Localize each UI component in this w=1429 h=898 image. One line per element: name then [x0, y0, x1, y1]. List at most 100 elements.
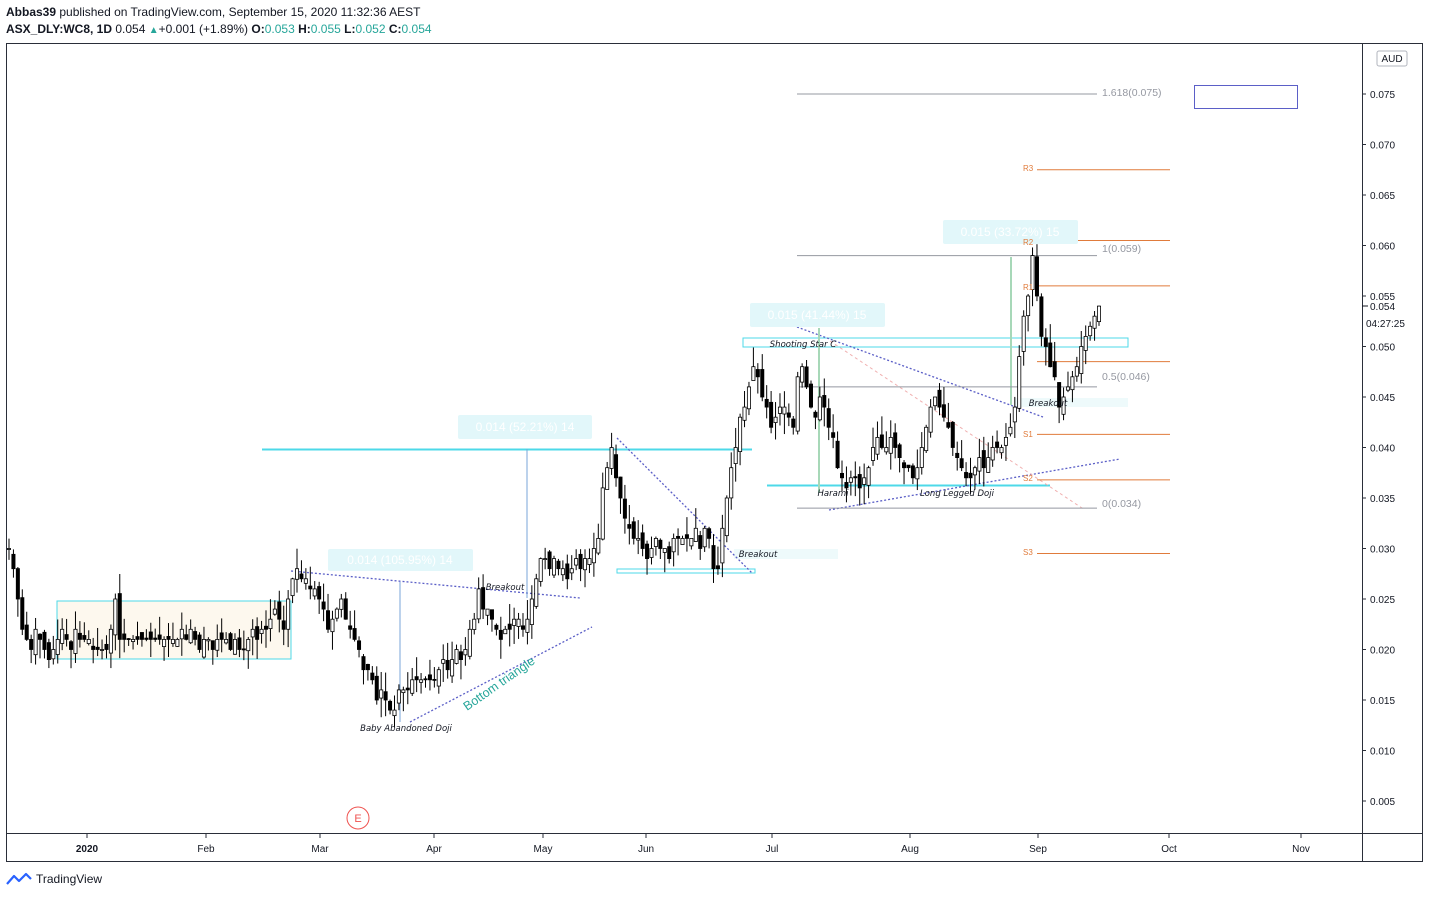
- candle-body[interactable]: [800, 366, 805, 383]
- candle-body[interactable]: [795, 376, 800, 432]
- annotation-bottom-triangle[interactable]: Bottom triangle: [461, 654, 538, 714]
- candle-body[interactable]: [374, 675, 379, 701]
- candle-body[interactable]: [844, 482, 849, 489]
- candle-body[interactable]: [95, 646, 100, 650]
- candle-body[interactable]: [556, 560, 561, 570]
- candle-body[interactable]: [458, 651, 463, 661]
- candle-body[interactable]: [946, 422, 951, 428]
- candle-body[interactable]: [77, 632, 82, 640]
- candle-body[interactable]: [343, 598, 348, 620]
- price-axis[interactable]: 0.075 0.070 0.065 0.060 0.055 0.050 0.045 0.040…: [1362, 90, 1395, 808]
- falling-trendline[interactable]: [616, 437, 753, 574]
- candle-body[interactable]: [995, 441, 1000, 448]
- candle-body[interactable]: [131, 639, 136, 642]
- candle-body[interactable]: [467, 628, 472, 657]
- candle-body[interactable]: [38, 633, 43, 640]
- candle-body[interactable]: [148, 631, 153, 640]
- resistance-zone[interactable]: [742, 337, 1129, 348]
- candle-body[interactable]: [476, 588, 481, 620]
- candle-body[interactable]: [290, 578, 295, 597]
- candle-body[interactable]: [702, 527, 707, 548]
- candle-body[interactable]: [357, 640, 362, 650]
- candle-body[interactable]: [201, 639, 206, 658]
- candle-body[interactable]: [445, 659, 450, 671]
- candle-body[interactable]: [618, 476, 623, 499]
- candle-body[interactable]: [622, 498, 627, 519]
- candle-body[interactable]: [401, 689, 406, 694]
- symbol-label[interactable]: ASX_DLY:WC8, 1D: [6, 22, 113, 36]
- candle-body[interactable]: [321, 601, 326, 610]
- candle-body[interactable]: [720, 527, 725, 564]
- candle-body[interactable]: [272, 608, 277, 615]
- candle-body[interactable]: [928, 406, 933, 433]
- candle-body[interactable]: [751, 366, 756, 381]
- candle-body[interactable]: [924, 426, 929, 452]
- candle-body[interactable]: [263, 625, 268, 630]
- candle-body[interactable]: [42, 631, 47, 650]
- candle-body[interactable]: [817, 396, 822, 421]
- candle-body[interactable]: [419, 679, 424, 683]
- candle-body[interactable]: [1048, 342, 1053, 368]
- candle-body[interactable]: [525, 618, 530, 633]
- candle-body[interactable]: [51, 649, 56, 660]
- candle-body[interactable]: [1057, 382, 1062, 408]
- candle-body[interactable]: [507, 623, 512, 630]
- candle-body[interactable]: [600, 487, 605, 540]
- candle-body[interactable]: [1021, 315, 1026, 352]
- candle-body[interactable]: [822, 395, 827, 408]
- candle-body[interactable]: [804, 366, 809, 388]
- candle-body[interactable]: [379, 689, 384, 699]
- candle-body[interactable]: [113, 598, 118, 636]
- candle-body[interactable]: [339, 598, 344, 610]
- candle-body[interactable]: [596, 538, 601, 554]
- candle-body[interactable]: [370, 672, 375, 681]
- candle-body[interactable]: [1003, 436, 1008, 446]
- candle-body[interactable]: [472, 618, 477, 630]
- annotation-harami[interactable]: Harami: [818, 489, 850, 499]
- candle-body[interactable]: [941, 404, 946, 418]
- candle-body[interactable]: [902, 462, 907, 469]
- candle-body[interactable]: [1074, 366, 1079, 377]
- candle-body[interactable]: [614, 454, 619, 479]
- candle-body[interactable]: [237, 637, 242, 650]
- candle-body[interactable]: [494, 624, 499, 630]
- candle-body[interactable]: [715, 565, 720, 570]
- candle-body[interactable]: [1039, 296, 1044, 337]
- candle-body[interactable]: [853, 476, 858, 479]
- candle-body[interactable]: [104, 643, 109, 650]
- candle-body[interactable]: [166, 636, 171, 640]
- candle-body[interactable]: [746, 386, 751, 410]
- candle-body[interactable]: [1012, 406, 1017, 423]
- annotation-breakout-3[interactable]: Breakout: [1029, 399, 1068, 409]
- candle-body[interactable]: [20, 597, 25, 630]
- candle-body[interactable]: [1030, 255, 1035, 290]
- candle-body[interactable]: [534, 578, 539, 607]
- candle-body[interactable]: [871, 447, 876, 461]
- candle-body[interactable]: [224, 639, 229, 644]
- candle-body[interactable]: [786, 412, 791, 418]
- candle-body[interactable]: [729, 467, 734, 499]
- candle-body[interactable]: [46, 642, 51, 661]
- candle-body[interactable]: [999, 447, 1004, 454]
- candle-body[interactable]: [281, 620, 286, 630]
- annotation-baby-abandoned-doji[interactable]: Baby Abandoned Doji: [360, 724, 452, 734]
- candle-body[interactable]: [866, 467, 871, 486]
- candle-body[interactable]: [193, 631, 198, 640]
- candle-body[interactable]: [968, 472, 973, 479]
- candle-body[interactable]: [1097, 305, 1102, 323]
- tradingview-footer[interactable]: TradingView: [6, 872, 102, 886]
- breakout-zone[interactable]: [616, 568, 756, 574]
- candle-body[interactable]: [392, 709, 397, 717]
- candle-body[interactable]: [906, 464, 911, 469]
- candle-body[interactable]: [512, 618, 517, 626]
- candle-body[interactable]: [1052, 361, 1057, 378]
- candle-body[interactable]: [919, 447, 924, 468]
- candle-body[interactable]: [184, 634, 189, 640]
- candle-body[interactable]: [959, 458, 964, 469]
- candle-body[interactable]: [73, 628, 78, 654]
- candle-body[interactable]: [738, 416, 743, 453]
- candle-body[interactable]: [1079, 346, 1084, 374]
- candle-body[interactable]: [228, 633, 233, 650]
- earnings-marker[interactable]: E: [346, 806, 370, 830]
